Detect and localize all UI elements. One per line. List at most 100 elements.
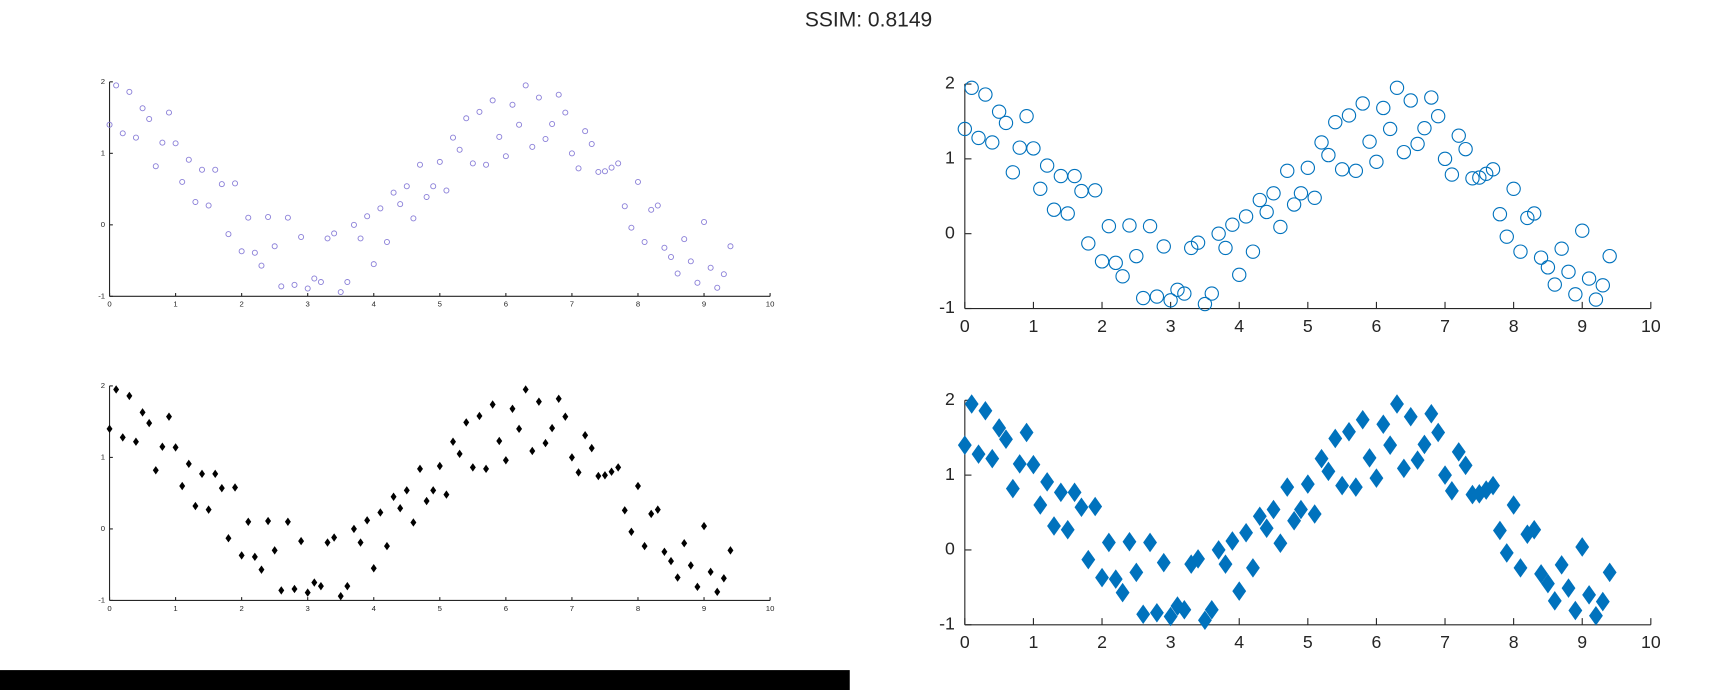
point xyxy=(1122,531,1137,552)
point xyxy=(674,270,681,277)
point xyxy=(390,189,397,196)
point xyxy=(1191,549,1205,569)
point xyxy=(218,181,225,188)
x-tick-label: 2 xyxy=(1097,632,1107,652)
point xyxy=(641,239,648,245)
point xyxy=(1286,197,1302,212)
point xyxy=(549,423,556,433)
x-tick-label: 6 xyxy=(1372,316,1382,336)
point xyxy=(1369,468,1384,488)
point xyxy=(1177,286,1192,301)
point xyxy=(1170,282,1185,297)
point xyxy=(1046,202,1062,217)
point xyxy=(1239,522,1254,543)
point xyxy=(1108,569,1123,589)
point xyxy=(635,481,641,491)
point xyxy=(588,141,595,148)
point xyxy=(298,536,305,546)
x-tick-label: 10 xyxy=(766,300,775,309)
point xyxy=(331,533,338,542)
point xyxy=(707,264,714,271)
point xyxy=(1218,554,1233,574)
point xyxy=(555,394,562,403)
x-tick-label: 7 xyxy=(1440,316,1450,336)
y-tick-label: 0 xyxy=(101,524,105,533)
x-tick-label: 0 xyxy=(107,604,111,613)
point xyxy=(463,115,470,122)
x-tick-label: 1 xyxy=(1029,632,1039,652)
x-tick-label: 0 xyxy=(960,316,970,336)
point xyxy=(291,281,298,288)
point xyxy=(1135,290,1151,306)
x-tick-label: 9 xyxy=(1577,316,1587,336)
point xyxy=(1266,499,1281,520)
point xyxy=(423,193,430,200)
point xyxy=(1287,510,1302,531)
point xyxy=(595,471,602,481)
point xyxy=(436,158,443,165)
point xyxy=(964,394,979,414)
point xyxy=(1513,244,1528,259)
point xyxy=(146,116,153,122)
point xyxy=(443,187,450,194)
y-tick-label: 0 xyxy=(945,539,955,559)
point xyxy=(1588,292,1604,307)
point xyxy=(1362,134,1377,149)
x-tick-label: 1 xyxy=(173,300,177,309)
x-tick-label: 1 xyxy=(173,604,177,613)
point xyxy=(1348,163,1364,179)
point xyxy=(701,218,708,225)
point xyxy=(542,438,549,448)
point xyxy=(1294,499,1308,520)
y-tick-label: -1 xyxy=(98,595,105,604)
point xyxy=(615,463,622,472)
point xyxy=(245,214,252,221)
point xyxy=(172,140,179,147)
point xyxy=(344,279,351,286)
point xyxy=(575,165,582,172)
point xyxy=(139,105,146,112)
point xyxy=(1156,239,1171,254)
point xyxy=(1307,190,1322,205)
point xyxy=(337,289,344,296)
point xyxy=(562,109,569,116)
point xyxy=(199,469,205,479)
point xyxy=(628,527,635,536)
point xyxy=(1328,115,1343,130)
point xyxy=(1252,192,1267,208)
point xyxy=(199,166,206,173)
point xyxy=(992,418,1007,438)
point xyxy=(957,435,972,455)
point xyxy=(641,541,648,551)
point xyxy=(317,279,324,286)
point xyxy=(1547,277,1562,292)
point xyxy=(1053,482,1068,503)
point xyxy=(463,418,470,427)
point xyxy=(1595,278,1610,293)
point xyxy=(1040,472,1055,492)
point xyxy=(1527,206,1542,221)
x-tick-label: 4 xyxy=(1234,632,1244,652)
point xyxy=(185,156,192,163)
point xyxy=(668,556,674,566)
point xyxy=(1019,109,1034,124)
point xyxy=(1382,121,1398,137)
point xyxy=(1033,181,1048,196)
x-tick-label: 8 xyxy=(1509,316,1519,336)
x-tick-label: 3 xyxy=(306,604,310,613)
point xyxy=(674,573,681,582)
point xyxy=(364,213,371,220)
point xyxy=(1581,271,1597,286)
x-tick-label: 5 xyxy=(438,604,442,613)
point xyxy=(456,449,463,459)
y-tick-label: 0 xyxy=(101,220,105,229)
point xyxy=(1383,435,1398,455)
point xyxy=(1314,448,1329,469)
point xyxy=(1451,442,1466,462)
point xyxy=(238,551,245,560)
point xyxy=(1417,120,1432,136)
y-tick-label: 2 xyxy=(945,389,955,409)
